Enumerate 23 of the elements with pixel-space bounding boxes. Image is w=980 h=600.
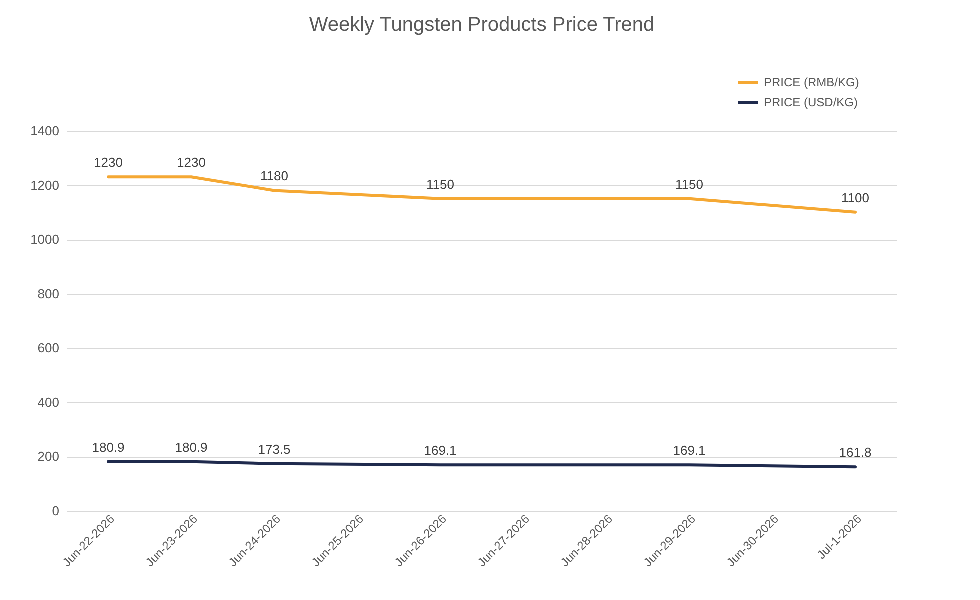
data-label: 180.9 bbox=[175, 440, 208, 455]
data-label: 180.9 bbox=[92, 440, 125, 455]
y-tick-label: 1200 bbox=[30, 178, 60, 193]
y-tick-label: 200 bbox=[38, 449, 60, 464]
y-tick-label: 600 bbox=[38, 340, 60, 356]
legend-label: PRICE (USD/KG) bbox=[764, 96, 858, 110]
legend-label: PRICE (RMB/KG) bbox=[764, 76, 860, 90]
chart-title: Weekly Tungsten Products Price Trend bbox=[309, 14, 655, 36]
y-tick-label: 0 bbox=[52, 504, 60, 518]
data-label: 1100 bbox=[842, 190, 870, 206]
y-tick-label: 1000 bbox=[30, 232, 60, 248]
data-label: 169.1 bbox=[424, 443, 457, 458]
data-label: 1230 bbox=[94, 155, 123, 170]
data-label: 173.5 bbox=[258, 442, 291, 457]
y-tick-label: 400 bbox=[38, 394, 60, 410]
y-tick-label: 1400 bbox=[30, 124, 60, 138]
data-label: 1150 bbox=[426, 176, 454, 192]
y-tick-label: 800 bbox=[38, 286, 60, 302]
data-label: 1180 bbox=[260, 168, 288, 184]
data-label: 1230 bbox=[177, 155, 206, 170]
data-label: 161.8 bbox=[839, 445, 872, 460]
data-label: 1150 bbox=[676, 176, 704, 192]
data-label: 169.1 bbox=[673, 443, 706, 458]
